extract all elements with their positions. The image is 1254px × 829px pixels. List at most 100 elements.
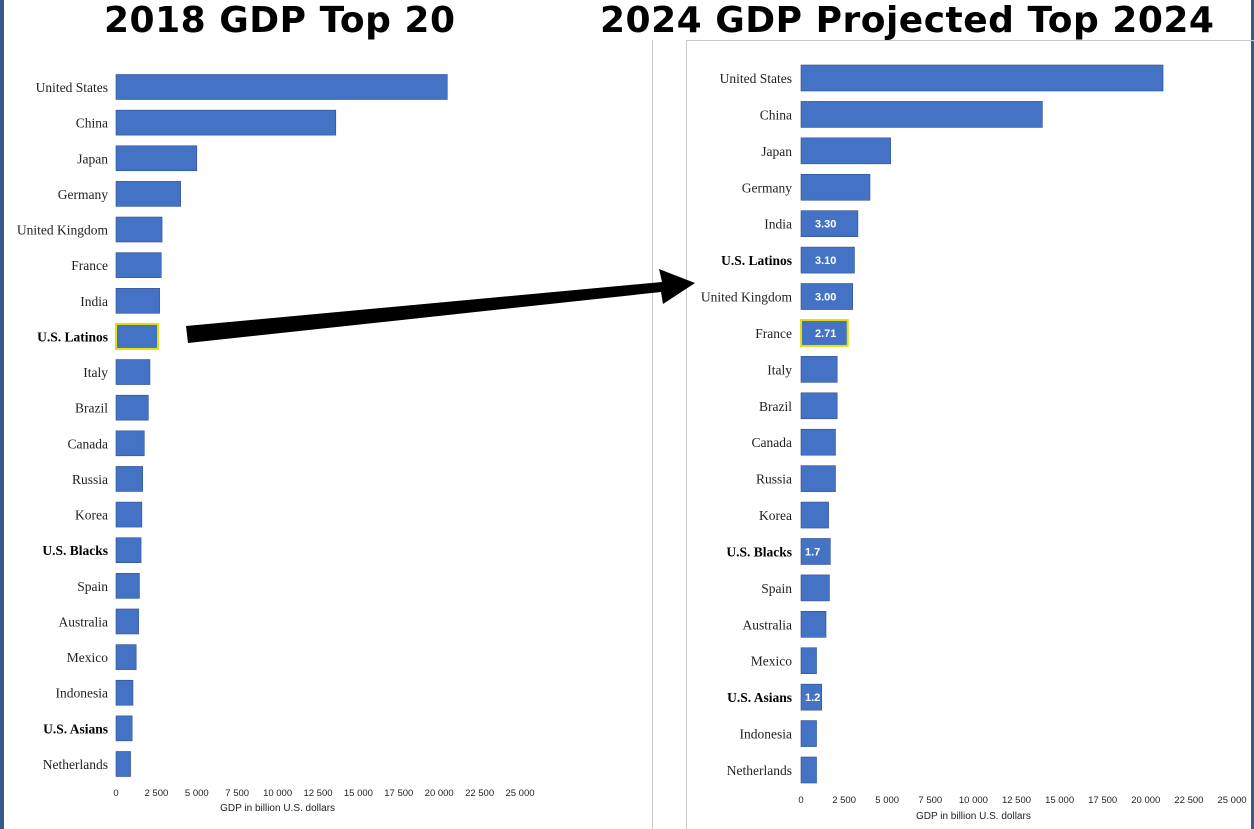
bar-netherlands (800, 756, 817, 784)
category-label-canada: Canada (68, 436, 108, 451)
data-label-france: 2.71 (815, 328, 836, 340)
bar-russia (115, 466, 143, 492)
category-label-brazil: Brazil (759, 399, 792, 414)
bar-italy (115, 359, 151, 385)
bar-united-kingdom (115, 216, 163, 243)
category-label-united-kingdom: United Kingdom (17, 223, 109, 238)
category-label-germany: Germany (742, 180, 792, 195)
x-tick-label: 25 000 (505, 788, 534, 799)
x-tick-label: 7 500 (918, 795, 942, 806)
category-label-mexico: Mexico (67, 650, 108, 665)
x-tick-label: 22 500 (465, 788, 494, 799)
bar-australia (800, 611, 827, 638)
bar-france (800, 318, 849, 347)
bar-japan (115, 145, 198, 172)
bar-united-states (800, 64, 1164, 92)
x-tick-label: 22 500 (1174, 795, 1203, 806)
x-tick-label: 2 500 (832, 795, 856, 806)
chart-title-2024: 2024 GDP Projected Top 2024 (600, 0, 1215, 41)
category-label-u-s-blacks: U.S. Blacks (42, 543, 108, 558)
chart-2024: United States China Japan Germany India 3.30 U… (701, 64, 1247, 822)
category-label-netherlands: Netherlands (43, 757, 108, 772)
x-axis-label: GDP in billion U.S. dollars (916, 811, 1031, 822)
bar-china (115, 109, 337, 136)
bar-mexico (115, 644, 137, 670)
bar-u-s-blacks (115, 537, 142, 564)
bar-spain (115, 573, 140, 599)
bar-spain (800, 574, 830, 602)
right-panel-border-left (686, 40, 687, 829)
x-tick-label: 5 000 (875, 795, 899, 806)
right-panel-border-top (686, 40, 1254, 41)
bar-france (115, 252, 162, 278)
data-label-united-kingdom: 3.00 (815, 292, 836, 304)
category-label-france: France (755, 326, 792, 341)
x-tick-label: 20 000 (1131, 795, 1160, 806)
data-label-india: 3.30 (815, 219, 836, 231)
category-label-india: India (764, 217, 792, 232)
category-label-france: France (71, 258, 108, 273)
bar-u-s-asians (115, 715, 133, 742)
category-label-u-s-blacks: U.S. Blacks (726, 544, 792, 559)
category-label-u-s-asians: U.S. Asians (727, 690, 792, 705)
left-frame-border (0, 0, 4, 829)
data-label-u-s-latinos: 3.10 (815, 255, 836, 267)
x-tick-label: 2 500 (145, 788, 169, 799)
bar-india (115, 287, 160, 314)
bar-netherlands (115, 751, 131, 777)
category-label-spain: Spain (77, 579, 108, 594)
category-label-united-states: United States (36, 80, 108, 95)
bar-mexico (800, 647, 817, 675)
x-tick-label: 12 500 (1002, 795, 1031, 806)
category-label-u-s-latinos: U.S. Latinos (721, 253, 792, 268)
x-axis-label: GDP in billion U.S. dollars (220, 803, 335, 814)
category-label-china: China (76, 116, 108, 131)
x-tick-label: 25 000 (1217, 795, 1246, 806)
bar-korea (115, 501, 143, 528)
chart-2018: United States China Japan Germany United Kin… (17, 74, 535, 814)
category-label-united-kingdom: United Kingdom (701, 290, 793, 305)
category-label-china: China (760, 107, 792, 122)
x-tick-label: 0 (798, 795, 803, 806)
category-label-russia: Russia (756, 472, 792, 487)
bar-germany (800, 173, 871, 201)
category-label-italy: Italy (83, 365, 108, 380)
category-label-netherlands: Netherlands (727, 763, 792, 778)
x-tick-label: 10 000 (959, 795, 988, 806)
category-label-mexico: Mexico (751, 654, 792, 669)
category-label-indonesia: Indonesia (56, 686, 108, 701)
x-tick-label: 17 500 (1088, 795, 1117, 806)
bar-japan (800, 137, 891, 165)
category-label-indonesia: Indonesia (740, 727, 792, 742)
chart-title-2018: 2018 GDP Top 20 (104, 0, 456, 41)
category-label-canada: Canada (752, 435, 792, 450)
category-label-india: India (80, 294, 108, 309)
category-label-australia: Australia (743, 617, 793, 632)
category-label-russia: Russia (72, 472, 108, 487)
x-tick-label: 15 000 (1045, 795, 1074, 806)
x-tick-label: 7 500 (225, 788, 249, 799)
x-tick-label: 12 500 (303, 788, 332, 799)
data-label-u-s-asians: 1.2 (805, 692, 820, 704)
bar-indonesia (800, 720, 817, 747)
category-label-italy: Italy (767, 362, 792, 377)
bar-u-s-blacks (800, 538, 831, 565)
category-label-brazil: Brazil (75, 401, 108, 416)
bar-russia (800, 465, 836, 492)
bar-u-s-asians (800, 683, 822, 711)
category-label-korea: Korea (759, 508, 792, 523)
category-label-u-s-latinos: U.S. Latinos (37, 329, 108, 344)
bar-u-s-latinos (800, 246, 855, 274)
bar-korea (800, 501, 829, 529)
x-tick-label: 5 000 (185, 788, 209, 799)
bar-germany (115, 181, 181, 207)
bar-u-s-latinos (115, 322, 160, 350)
data-label-u-s-blacks: 1.7 (805, 546, 820, 558)
bar-canada (115, 430, 145, 457)
right-frame-border (1251, 0, 1254, 829)
bar-canada (800, 428, 836, 456)
panel-divider (652, 40, 653, 829)
category-label-united-states: United States (720, 71, 792, 86)
x-tick-label: 17 500 (384, 788, 413, 799)
